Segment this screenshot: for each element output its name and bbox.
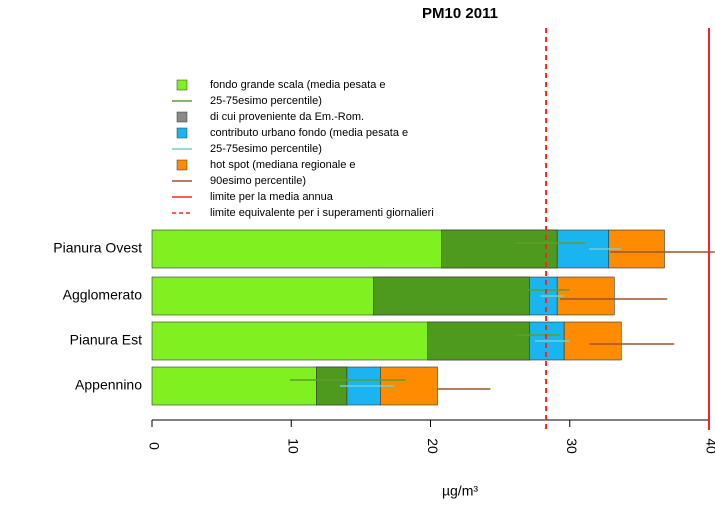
bar-segment bbox=[151, 366, 348, 406]
y-tick-label: Agglomerato bbox=[63, 287, 143, 303]
legend-label: 90esimo percentile) bbox=[210, 175, 306, 187]
legend-label: 25-75esimo percentile) bbox=[210, 143, 322, 155]
legend-label: limite per la media annua bbox=[210, 191, 334, 203]
legend-swatch bbox=[176, 127, 188, 139]
legend-label: di cui proveniente da Em.-Rom. bbox=[210, 111, 364, 123]
legend-label: 25-75esimo percentile) bbox=[210, 95, 322, 107]
bar-segment bbox=[556, 276, 615, 316]
bar-segment bbox=[441, 229, 558, 269]
x-tick-label: 10 bbox=[286, 438, 302, 454]
bar-segment bbox=[427, 321, 530, 361]
y-tick-label: Appennino bbox=[75, 377, 142, 393]
x-tick-label: 20 bbox=[425, 438, 441, 454]
legend-swatch bbox=[176, 79, 188, 91]
legend-swatch bbox=[176, 159, 188, 171]
bar-segment bbox=[563, 321, 622, 361]
x-tick-label: 0 bbox=[146, 442, 162, 450]
legend-label: fondo grande scala (media pesata e bbox=[210, 79, 386, 91]
x-tick-label: 30 bbox=[564, 438, 580, 454]
chart-title: PM10 2011 bbox=[422, 5, 498, 22]
legend-label: limite equivalente per i superamenti gio… bbox=[210, 207, 434, 219]
x-tick-label: 40 bbox=[703, 438, 715, 454]
legend-label: contributo urbano fondo (media pesata e bbox=[210, 127, 408, 139]
bar-segment bbox=[373, 276, 530, 316]
y-tick-label: Pianura Ovest bbox=[53, 240, 142, 256]
legend-label: hot spot (mediana regionale e bbox=[210, 159, 356, 171]
y-tick-label: Pianura Est bbox=[70, 332, 142, 348]
x-axis-label: µg/m³ bbox=[442, 483, 478, 499]
legend-swatch bbox=[176, 111, 188, 123]
